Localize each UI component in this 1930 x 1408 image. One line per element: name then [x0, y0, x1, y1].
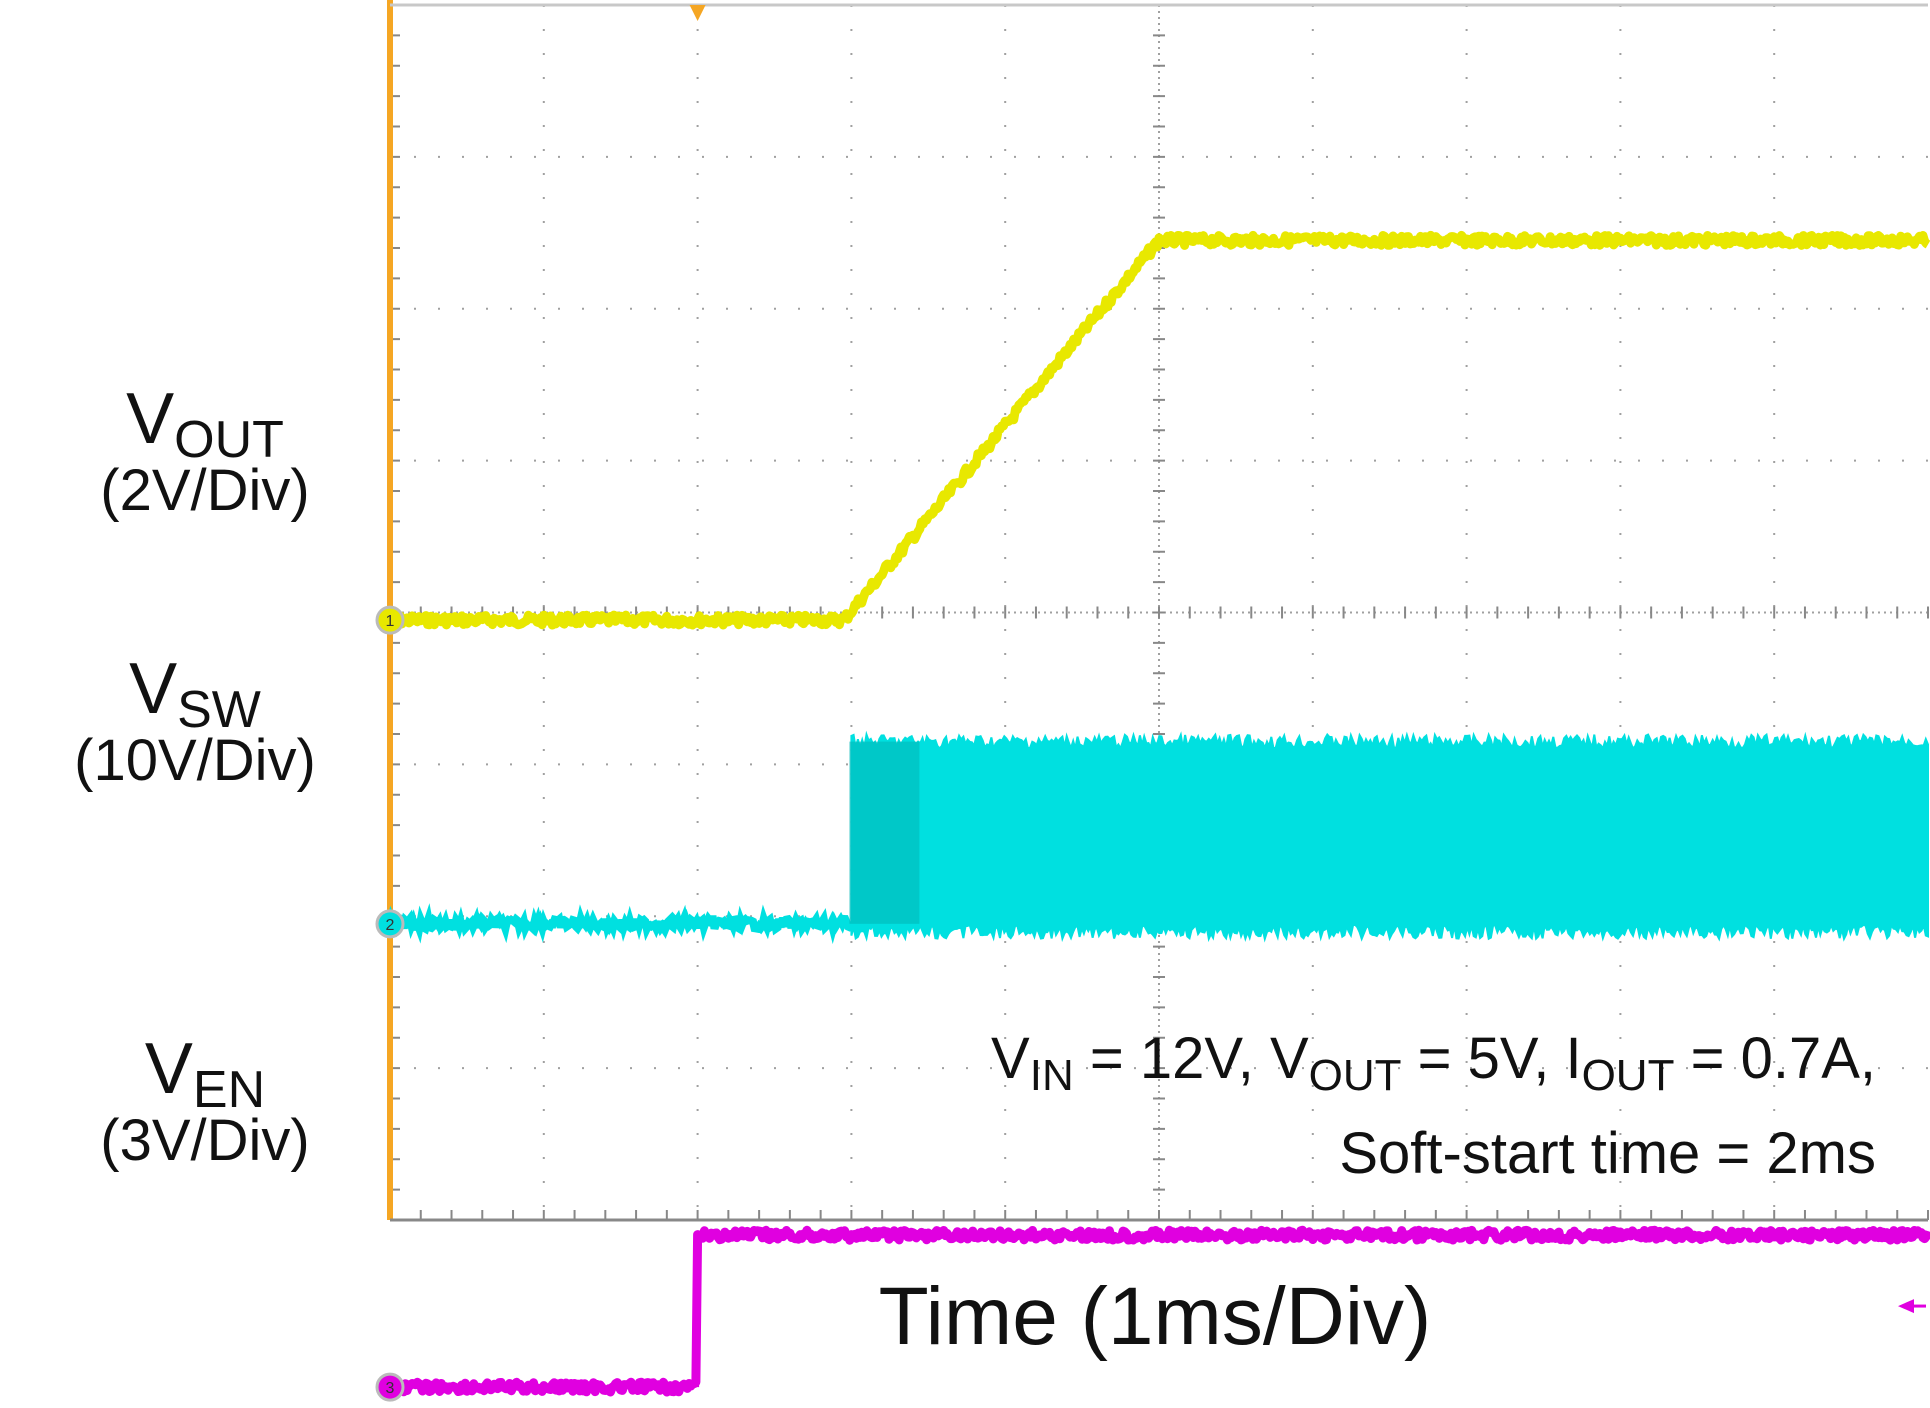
- vout-scale: (2V/Div): [100, 458, 310, 523]
- vout-name: VOUT: [126, 379, 284, 469]
- ven-marker: [375, 1372, 405, 1402]
- vsw-label: VSW (10V/Div): [40, 650, 350, 794]
- vsw-trace-low: [386, 903, 853, 945]
- vout-marker-number: 1: [386, 613, 395, 630]
- vsw-edge-shade: [849, 741, 920, 924]
- ven-label: VEN (3V/Div): [60, 1030, 350, 1174]
- vout-marker: [375, 605, 405, 635]
- vsw-trace-band: [850, 730, 1929, 943]
- vsw-marker: [375, 909, 405, 939]
- vsw-name: VSW: [129, 649, 261, 739]
- ven-name: VEN: [144, 1029, 266, 1119]
- trigger-marker: [689, 5, 706, 21]
- ven-scale: (3V/Div): [100, 1108, 310, 1173]
- vsw-marker-number: 2: [386, 917, 395, 934]
- test-conditions-line1: VIN = 12V, VOUT = 5V, IOUT = 0.7A,: [991, 1026, 1876, 1100]
- vout-label: VOUT (2V/Div): [60, 380, 350, 524]
- channel-markers: 1 2 3: [375, 605, 1926, 1402]
- vsw-scale: (10V/Div): [74, 728, 316, 793]
- x-axis-label: Time (1ms/Div): [878, 1271, 1432, 1362]
- vout-trace: [387, 230, 1930, 630]
- plot-traces: [386, 230, 1930, 1397]
- trigger-level-arrow: [1898, 1299, 1914, 1314]
- ven-marker-number: 3: [386, 1380, 395, 1397]
- ven-trace: [387, 1225, 1930, 1397]
- test-conditions-line2: Soft-start time = 2ms: [1339, 1121, 1876, 1186]
